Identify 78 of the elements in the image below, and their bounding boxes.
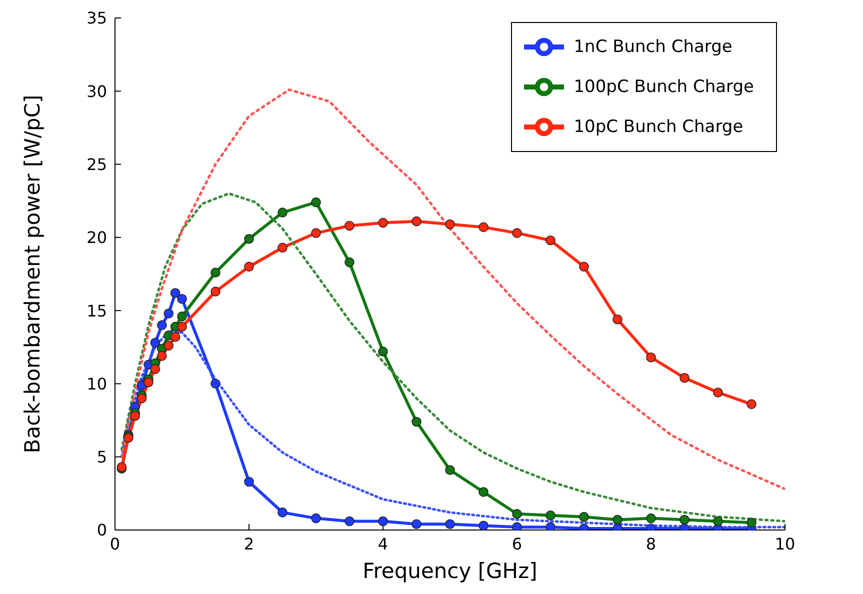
point: [378, 516, 388, 526]
point: [177, 322, 187, 332]
point: [746, 518, 756, 528]
x-tick-label: 4: [378, 534, 388, 554]
point: [478, 222, 488, 232]
y-tick-label: 30: [86, 82, 107, 101]
point: [512, 228, 522, 238]
point: [177, 312, 187, 322]
point: [278, 208, 288, 218]
y-tick-label: 15: [86, 301, 107, 320]
x-tick-label: 2: [244, 534, 254, 554]
point: [244, 234, 254, 244]
legend-label: 100pC Bunch Charge: [574, 76, 754, 97]
point: [130, 410, 140, 421]
point: [170, 288, 180, 298]
y-tick-label: 0: [96, 520, 107, 540]
point: [546, 235, 556, 246]
point: [278, 242, 288, 253]
x-axis-title: Frequency [GHz]: [362, 559, 538, 583]
point: [612, 514, 622, 525]
point: [311, 228, 321, 238]
point: [144, 377, 154, 388]
point: [164, 308, 174, 318]
point: [579, 262, 589, 272]
y-tick-label: 20: [86, 228, 107, 248]
point: [713, 516, 723, 526]
point: [210, 378, 220, 389]
point: [412, 216, 422, 226]
point: [646, 352, 656, 362]
point: [170, 332, 180, 342]
point: [579, 512, 589, 522]
point: [412, 416, 422, 427]
x-tick-label: 6: [512, 534, 522, 554]
point: [344, 516, 354, 526]
point: [412, 519, 422, 530]
point: [512, 522, 522, 530]
point: [680, 372, 690, 383]
point: [157, 320, 167, 330]
legend-label: 1nC Bunch Charge: [574, 36, 732, 57]
point: [344, 220, 354, 231]
y-tick-label: 35: [86, 8, 107, 28]
point: [680, 514, 690, 525]
x-tick-label: 10: [774, 534, 796, 554]
point: [210, 268, 220, 278]
point: [478, 520, 488, 530]
y-axis-title: Back-bombardment power [W/pC]: [20, 94, 44, 454]
point: [150, 338, 160, 348]
point: [344, 257, 354, 268]
point: [546, 522, 556, 530]
point: [164, 340, 174, 351]
point: [612, 314, 622, 324]
point: [244, 476, 254, 487]
legend-label: 10pC Bunch Charge: [574, 116, 744, 137]
point: [478, 487, 488, 497]
point: [150, 364, 160, 374]
point: [646, 513, 656, 524]
point: [157, 351, 167, 361]
point: [378, 346, 388, 356]
y-tick-label: 10: [86, 374, 107, 394]
x-tick-label: 0: [110, 534, 120, 554]
point: [445, 219, 455, 230]
point: [445, 519, 455, 530]
point: [210, 286, 220, 296]
point: [244, 262, 254, 272]
point: [136, 393, 147, 404]
y-tick-label: 5: [96, 448, 107, 467]
point: [311, 513, 321, 524]
point: [445, 465, 455, 475]
x-tick-label: 8: [646, 534, 656, 554]
y-tick-label: 25: [86, 154, 107, 174]
point: [311, 197, 321, 208]
point: [177, 294, 187, 304]
point: [713, 388, 723, 398]
point: [378, 218, 388, 228]
point: [546, 510, 556, 520]
point: [512, 509, 522, 519]
point: [278, 508, 288, 518]
point: [746, 399, 756, 410]
